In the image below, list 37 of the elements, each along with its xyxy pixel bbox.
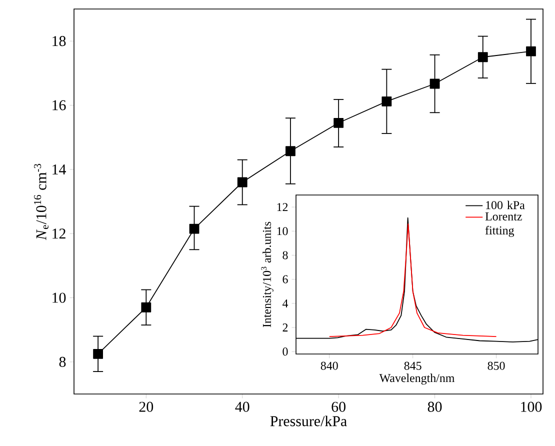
y-tick-label: 4 xyxy=(282,299,288,308)
point xyxy=(237,177,248,188)
y-axis-title: N$_{e}$/10$^{16}$ cm$^{-3}$ xyxy=(34,164,48,240)
point xyxy=(334,118,344,128)
y-tick-label: 6 xyxy=(282,275,288,284)
y-tick-label: 2 xyxy=(282,324,288,332)
y-tick-label: 8 xyxy=(282,251,288,260)
y-tick-label: 10 xyxy=(277,227,288,236)
y-tick-label: 0 xyxy=(282,348,288,356)
point xyxy=(141,302,152,312)
x-tick-label: 80 xyxy=(428,402,442,412)
point xyxy=(93,348,104,359)
y-axis-title: Intensity/10$^{3}$ arb.units xyxy=(261,222,274,328)
y-tick-label: 8 xyxy=(59,356,66,367)
x-tick-label: 100 xyxy=(521,402,542,412)
x-tick-label: 20 xyxy=(139,402,154,412)
point xyxy=(382,96,392,106)
point xyxy=(526,46,536,56)
x-tick-label: 840 xyxy=(320,362,338,370)
y-tick-label: 14 xyxy=(52,164,66,174)
y-tick-label: 10 xyxy=(52,292,66,303)
y-tick-label: 12 xyxy=(277,203,288,211)
y-tick-label: 12 xyxy=(52,228,66,239)
x-tick-label: 40 xyxy=(235,402,250,412)
x-tick-label: 60 xyxy=(332,402,346,412)
point xyxy=(286,146,296,156)
x-axis-title: Pressure/kPa xyxy=(270,416,347,426)
x-axis-title: Wavelength/nm xyxy=(379,374,455,385)
y-tick-label: 18 xyxy=(52,36,66,46)
point xyxy=(478,52,488,62)
legend-label: 100 kPa xyxy=(486,200,525,210)
x-tick-label: 845 xyxy=(404,362,422,370)
legend-label: Lorentz fitting xyxy=(485,212,522,237)
y-tick-label: 16 xyxy=(52,100,66,110)
point xyxy=(189,224,200,234)
x-tick-label: 850 xyxy=(488,362,505,370)
point xyxy=(430,78,440,89)
